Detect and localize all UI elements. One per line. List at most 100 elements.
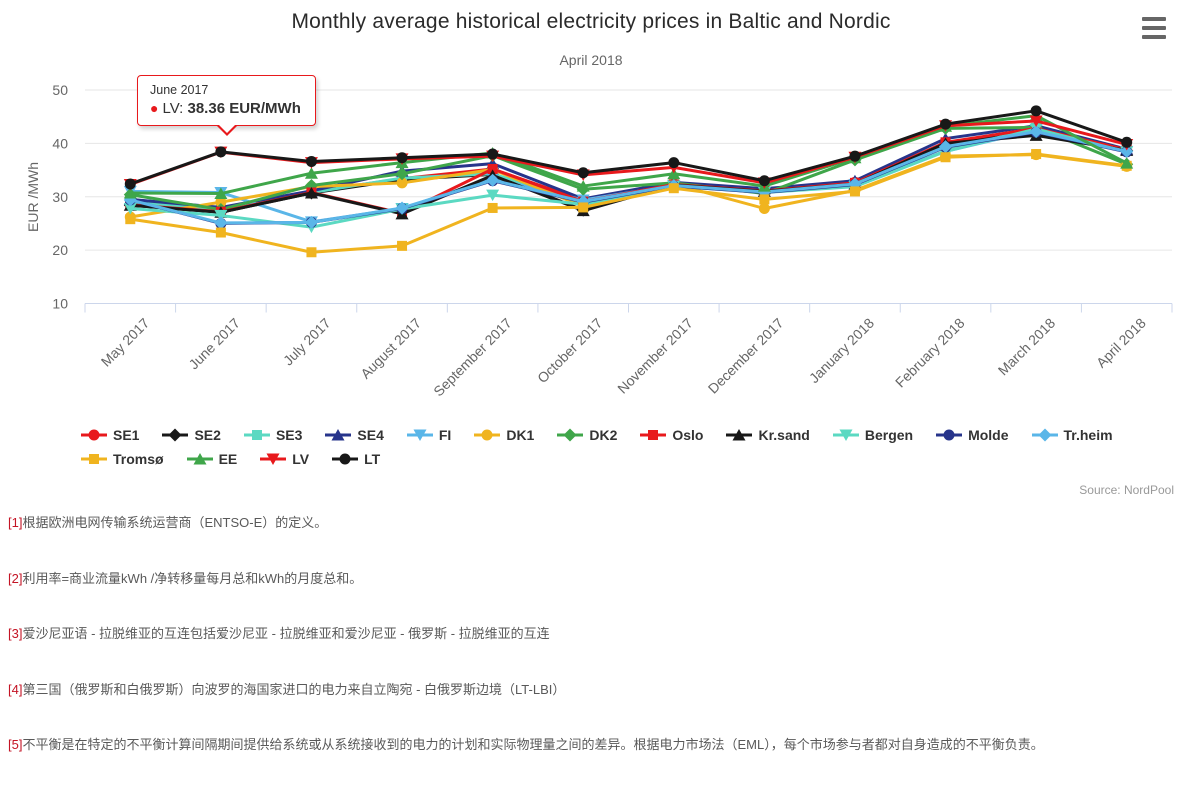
legend-item-SE4[interactable]: SE4	[324, 427, 384, 443]
legend-label: SE3	[275, 427, 303, 443]
series-line-LT[interactable]	[128, 109, 1129, 186]
data-point-Bergen[interactable]	[123, 202, 137, 215]
data-point-Tromsø[interactable]	[487, 202, 498, 213]
data-point-Tromsø[interactable]	[668, 183, 679, 194]
data-point-DK1[interactable]	[758, 202, 770, 214]
series-line-Tr.heim[interactable]	[128, 130, 1129, 225]
data-point-EE[interactable]	[123, 187, 137, 199]
series-line-DK2[interactable]	[128, 125, 1129, 212]
hamburger-menu-icon[interactable]	[1142, 16, 1168, 40]
legend-symbol[interactable]	[648, 430, 659, 440]
legend-symbol[interactable]	[839, 429, 853, 442]
footnote-text: 爱沙尼亚语 - 拉脱维亚的互连包括爱沙尼亚 - 拉脱维亚和爱沙尼亚 - 俄罗斯 …	[22, 626, 550, 642]
data-point-LT[interactable]	[668, 157, 680, 169]
legend-item-FI[interactable]: FI	[406, 427, 451, 443]
data-point-Tr.heim[interactable]	[1029, 125, 1043, 139]
data-point-LT[interactable]	[396, 152, 408, 164]
legend-symbol[interactable]	[481, 429, 493, 441]
legend-item-Bergen[interactable]: Bergen	[832, 427, 913, 443]
legend-symbol[interactable]	[89, 454, 99, 464]
legend-item-DK1[interactable]: DK1	[473, 427, 534, 443]
legend-symbol[interactable]	[339, 453, 351, 465]
series-line-Tromsø[interactable]	[128, 152, 1129, 254]
data-point-DK1[interactable]	[215, 196, 227, 208]
legend-symbol[interactable]	[193, 453, 207, 465]
data-point-Tr.heim[interactable]	[1120, 144, 1134, 158]
data-point-EE[interactable]	[214, 187, 228, 200]
legend-item-Tromsø[interactable]: Tromsø	[80, 451, 164, 467]
data-point-Tromsø[interactable]	[849, 186, 860, 197]
legend-symbol[interactable]	[331, 429, 345, 441]
data-point-LT[interactable]	[849, 150, 861, 162]
data-point-Tromsø[interactable]	[940, 152, 951, 163]
legend-marker-icon	[81, 429, 107, 441]
legend-item-DK2[interactable]: DK2	[556, 427, 617, 443]
data-point-LT[interactable]	[1030, 105, 1042, 117]
legend-symbol[interactable]	[251, 430, 262, 440]
data-point-LT[interactable]	[758, 175, 770, 187]
legend-symbol[interactable]	[168, 428, 182, 442]
legend-item-SE3[interactable]: SE3	[243, 427, 302, 443]
data-point-Tromsø[interactable]	[578, 202, 589, 213]
data-point-Tr.heim[interactable]	[486, 173, 500, 187]
data-point-Tr.heim[interactable]	[939, 140, 953, 154]
legend-marker-icon	[81, 454, 107, 464]
data-point-Kr.sand[interactable]	[304, 187, 318, 199]
legend-item-Kr.sand[interactable]: Kr.sand	[725, 427, 810, 443]
data-point-EE[interactable]	[667, 167, 681, 180]
data-point-DK1[interactable]	[396, 177, 408, 189]
data-point-LT[interactable]	[124, 178, 136, 190]
data-point-EE[interactable]	[576, 180, 590, 192]
legend-marker-icon	[1031, 428, 1058, 442]
data-point-LT[interactable]	[577, 167, 589, 179]
data-point-Tr.heim[interactable]	[304, 215, 318, 229]
tooltip: June 2017 ● LV: 38.36 EUR/MWh	[137, 75, 316, 136]
data-point-Tr.heim[interactable]	[214, 216, 228, 230]
legend-symbol[interactable]	[563, 428, 577, 442]
legend-item-Tr.heim[interactable]: Tr.heim	[1031, 427, 1113, 443]
x-axis-label: August 2017	[357, 315, 424, 382]
data-point-LT[interactable]	[487, 148, 499, 160]
data-point-DK2[interactable]	[395, 167, 409, 181]
y-tick-label: 50	[52, 82, 68, 98]
data-point-Tromsø[interactable]	[759, 194, 770, 205]
footnote-text: 根据欧洲电网传输系统运营商（ENTSO-E）的定义。	[22, 515, 328, 530]
legend-item-LV[interactable]: LV	[259, 451, 309, 467]
series-line-Kr.sand[interactable]	[128, 133, 1129, 216]
data-point-LV[interactable]	[1029, 115, 1043, 127]
legend-item-Oslo[interactable]: Oslo	[639, 427, 703, 443]
data-point-Tromsø[interactable]	[306, 247, 317, 258]
legend-marker-icon	[186, 453, 213, 465]
data-point-Tromsø[interactable]	[125, 214, 136, 225]
legend-marker-icon	[243, 430, 270, 440]
legend-symbol[interactable]	[943, 429, 955, 441]
data-point-Bergen[interactable]	[214, 209, 228, 222]
chart-title: Monthly average historical electricity p…	[291, 10, 891, 33]
series-line-LV[interactable]	[128, 119, 1129, 186]
data-point-LT[interactable]	[305, 156, 317, 168]
series-line-SE4[interactable]	[128, 124, 1129, 209]
legend-symbol[interactable]	[1038, 428, 1052, 442]
data-point-Tromsø[interactable]	[215, 227, 226, 238]
data-point-Tromsø[interactable]	[397, 240, 408, 251]
legend-item-LT[interactable]: LT	[331, 451, 380, 467]
legend-symbol[interactable]	[413, 429, 427, 442]
data-point-EE[interactable]	[304, 167, 318, 179]
legend-symbol[interactable]	[732, 429, 746, 441]
legend-item-SE2[interactable]: SE2	[161, 427, 221, 443]
legend-item-Molde[interactable]: Molde	[935, 427, 1009, 443]
data-point-EE[interactable]	[1120, 157, 1134, 169]
data-point-Bergen[interactable]	[486, 189, 500, 202]
data-point-Oslo[interactable]	[487, 163, 498, 174]
legend-label: DK2	[589, 427, 618, 443]
legend-item-EE[interactable]: EE	[186, 451, 237, 467]
data-point-Tr.heim[interactable]	[395, 201, 409, 215]
data-point-LT[interactable]	[215, 146, 227, 158]
series-line-Molde[interactable]	[128, 130, 1129, 225]
legend-symbol[interactable]	[88, 429, 100, 441]
data-point-LT[interactable]	[1121, 136, 1133, 148]
legend-symbol[interactable]	[266, 453, 280, 466]
data-point-LT[interactable]	[940, 118, 952, 130]
data-point-Tromsø[interactable]	[1031, 149, 1042, 160]
legend-item-SE1[interactable]: SE1	[80, 427, 139, 443]
